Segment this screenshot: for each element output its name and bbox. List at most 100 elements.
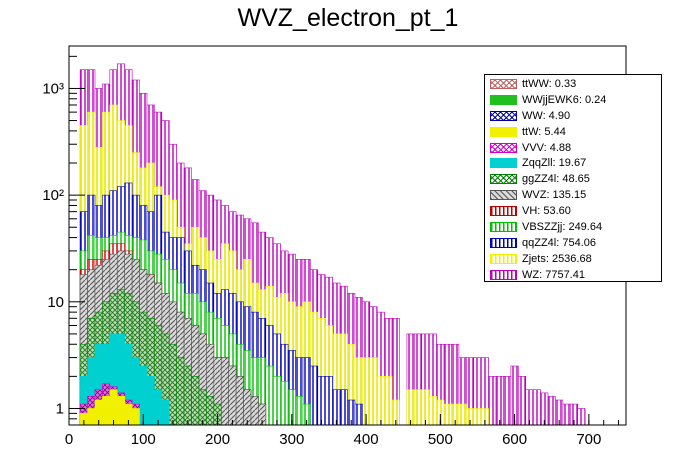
legend-entry: ttWW: 0.33 xyxy=(485,76,661,92)
series-9 xyxy=(79,389,140,426)
bar xyxy=(547,396,556,426)
bar xyxy=(87,408,96,426)
legend-label: WVZ: 135.15 xyxy=(522,189,587,202)
legend-entry: Zjets: 2536.68 xyxy=(485,251,661,267)
bar xyxy=(414,389,423,426)
x-tick-label: 0 xyxy=(65,431,73,448)
legend-label: WZ: 7757.41 xyxy=(522,268,585,281)
legend-entry: VH: 53.60 xyxy=(485,203,661,219)
x-tick-label: 600 xyxy=(502,431,527,448)
legend-label: ttWW: 0.33 xyxy=(522,77,577,90)
bar xyxy=(376,376,385,426)
legend-label: ZqqZll: 19.67 xyxy=(522,157,587,170)
y-tick-label: 10³ xyxy=(42,80,64,97)
legend-entry: WW: 4.90 xyxy=(485,108,661,124)
bar xyxy=(473,408,482,426)
bar xyxy=(116,396,125,426)
legend-swatch xyxy=(490,237,517,248)
legend-entry: VVV: 4.88 xyxy=(485,140,661,156)
x-tick-label: 100 xyxy=(131,431,156,448)
legend-label: VH: 53.60 xyxy=(522,205,571,218)
bar xyxy=(332,389,341,426)
legend-swatch xyxy=(490,78,517,89)
legend-entry: ttW: 5.44 xyxy=(485,124,661,140)
legend-entry: WWjjEWK6: 0.24 xyxy=(485,92,661,108)
chart-title: WVZ_electron_pt_1 xyxy=(237,4,459,32)
bar xyxy=(458,403,467,426)
bar xyxy=(503,376,512,426)
x-tick-label: 200 xyxy=(205,431,230,448)
legend-swatch xyxy=(490,126,517,137)
bar xyxy=(295,396,304,426)
bar xyxy=(339,389,348,426)
bar xyxy=(525,389,534,426)
bar xyxy=(102,396,111,426)
bar xyxy=(220,357,229,426)
legend-label: ttW: 5.44 xyxy=(522,125,566,138)
legend-label: qqZZ4l: 754.06 xyxy=(522,236,596,249)
bar xyxy=(384,376,393,426)
bar xyxy=(206,396,215,426)
x-tick-label: 500 xyxy=(428,431,453,448)
y-tick-label: 1 xyxy=(56,400,64,417)
bar xyxy=(518,376,527,426)
bar xyxy=(428,396,437,426)
legend-entry: VBSZZjj: 249.64 xyxy=(485,219,661,235)
bar xyxy=(250,396,259,426)
bar xyxy=(324,376,333,426)
y-tick-label: 10² xyxy=(42,187,64,204)
legend-swatch xyxy=(490,174,517,185)
bar xyxy=(495,376,504,426)
y-tick-label: 10 xyxy=(47,294,64,311)
bar xyxy=(131,408,140,426)
legend: ttWW: 0.33 WWjjEWK6: 0.24 WW: 4.90 ttW: 5.4… xyxy=(484,74,662,282)
legend-label: ggZZ4l: 48.65 xyxy=(522,173,590,186)
legend-label: Zjets: 2536.68 xyxy=(522,252,592,265)
legend-entry: WZ: 7757.41 xyxy=(485,267,661,283)
bar xyxy=(161,399,170,426)
legend-label: WWjjEWK6: 0.24 xyxy=(522,93,607,106)
bar xyxy=(443,403,452,426)
legend-swatch xyxy=(490,206,517,217)
bar xyxy=(176,357,185,426)
legend-label: WW: 4.90 xyxy=(522,109,571,122)
bar xyxy=(577,408,586,426)
x-tick-label: 700 xyxy=(576,431,601,448)
bar xyxy=(317,376,326,426)
bar xyxy=(235,376,244,426)
bar xyxy=(191,376,200,426)
x-tick-label: 300 xyxy=(279,431,304,448)
bar xyxy=(228,365,237,426)
legend-swatch xyxy=(490,269,517,280)
legend-label: VVV: 4.88 xyxy=(522,141,572,154)
bar xyxy=(183,365,192,426)
bar xyxy=(272,376,281,426)
legend-swatch xyxy=(490,158,517,169)
legend-swatch xyxy=(490,253,517,264)
bar xyxy=(154,389,163,426)
bar xyxy=(280,380,289,426)
bar xyxy=(532,389,541,426)
legend-entry: ZqqZll: 19.67 xyxy=(485,155,661,171)
bar xyxy=(109,389,118,426)
series-7 xyxy=(79,333,170,426)
legend-swatch xyxy=(490,110,517,121)
bar xyxy=(243,389,252,426)
bar xyxy=(354,403,363,426)
bar xyxy=(198,389,207,426)
legend-entry: qqZZ4l: 754.06 xyxy=(485,235,661,251)
legend-swatch xyxy=(490,142,517,153)
bar xyxy=(488,376,497,426)
bar xyxy=(310,365,319,426)
bar xyxy=(369,357,378,426)
bar xyxy=(421,389,430,426)
x-tick-label: 400 xyxy=(354,431,379,448)
bar xyxy=(562,403,571,426)
legend-entry: WVZ: 135.15 xyxy=(485,187,661,203)
legend-swatch xyxy=(490,190,517,201)
legend-entry: ggZZ4l: 48.65 xyxy=(485,171,661,187)
bar xyxy=(265,365,274,426)
bar xyxy=(168,343,177,426)
legend-swatch xyxy=(490,94,517,105)
